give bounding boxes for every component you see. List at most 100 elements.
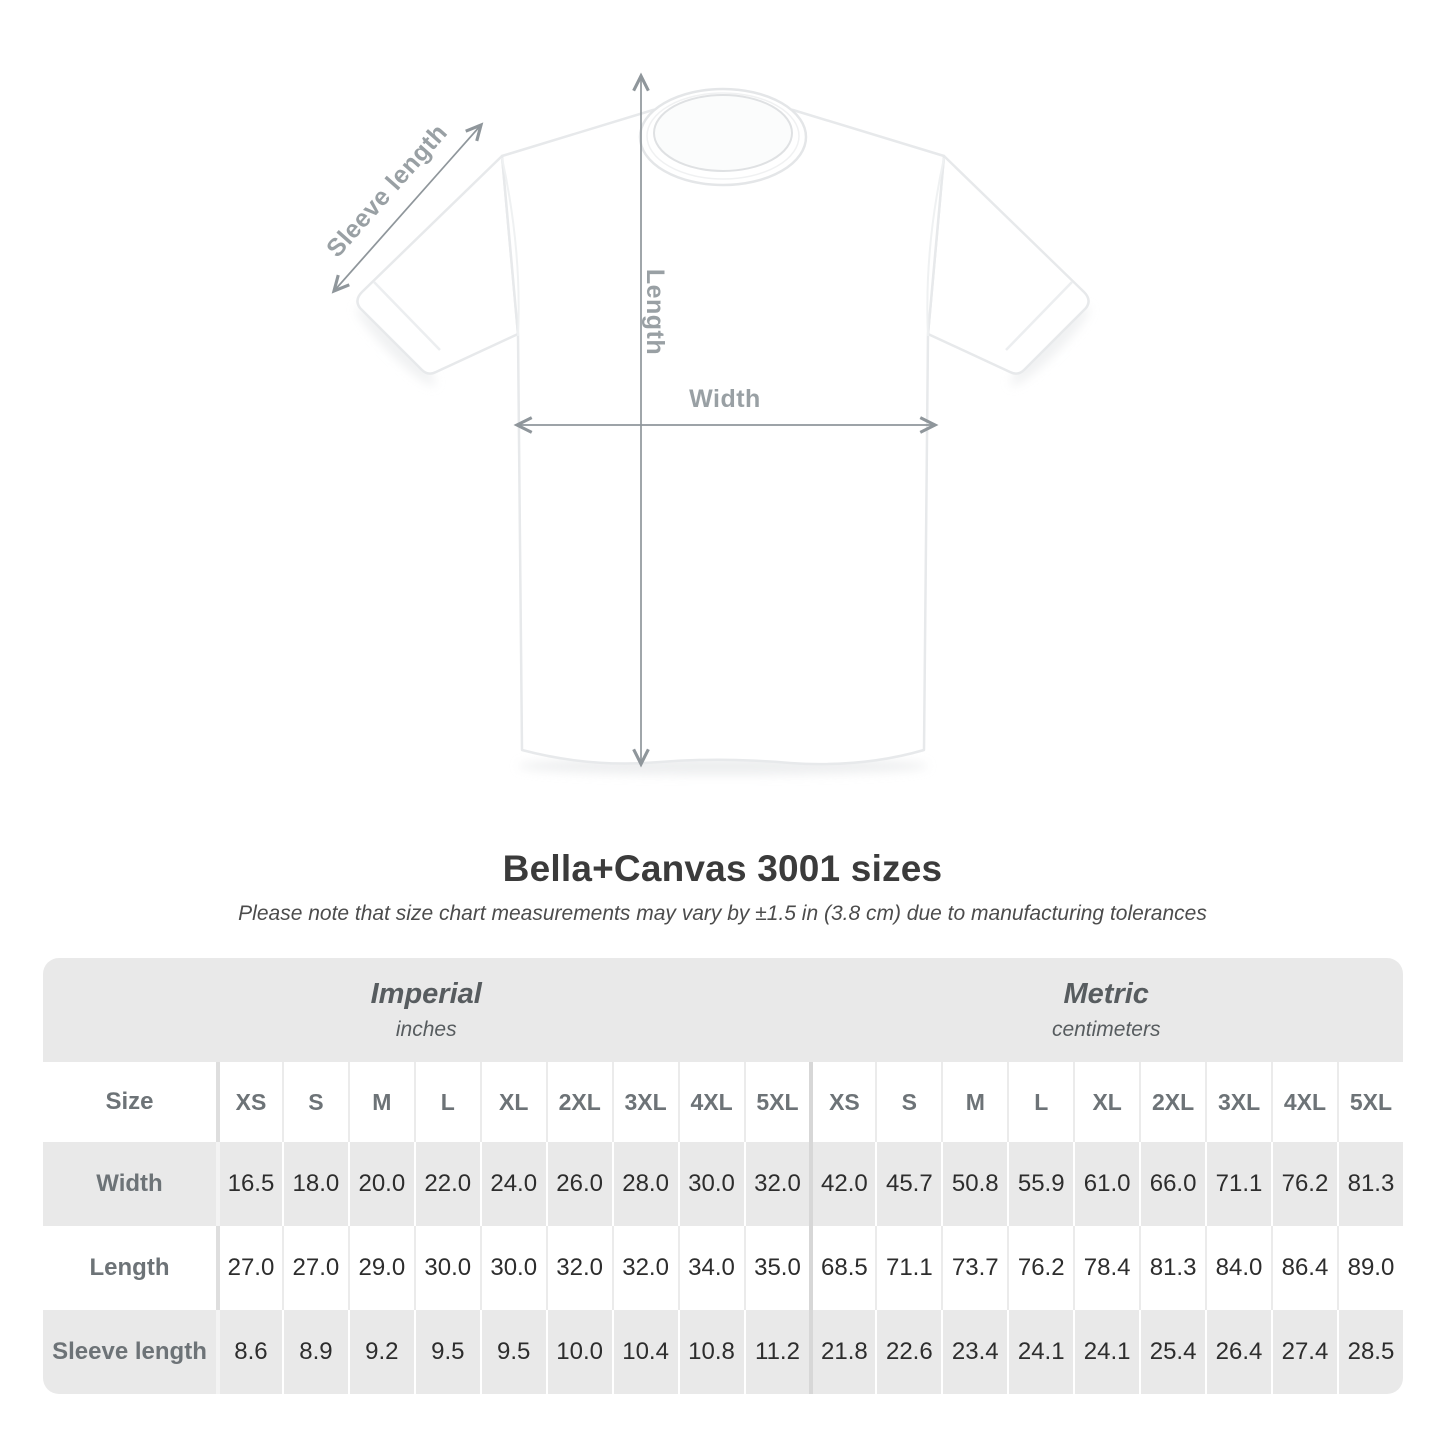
table-cell: 20.0 bbox=[347, 1142, 414, 1226]
table-cell: 68.5 bbox=[809, 1226, 876, 1310]
table-cell: 34.0 bbox=[677, 1226, 744, 1310]
tshirt-left-armhole-seam bbox=[501, 157, 520, 337]
table-cell: 22.6 bbox=[875, 1310, 942, 1394]
table-cell: 32.0 bbox=[611, 1226, 678, 1310]
table-cell: 21.8 bbox=[809, 1310, 876, 1394]
table-cell: 8.6 bbox=[216, 1310, 282, 1394]
size-col-header: 5XL bbox=[743, 1062, 810, 1142]
table-cell: 32.0 bbox=[743, 1142, 810, 1226]
size-col-header: 2XL bbox=[545, 1062, 612, 1142]
table-cell: 26.0 bbox=[545, 1142, 612, 1226]
size-col-header: 2XL bbox=[1139, 1062, 1206, 1142]
table-cell: 71.1 bbox=[875, 1226, 942, 1310]
table-cell: 28.0 bbox=[611, 1142, 678, 1226]
size-col-header: L bbox=[413, 1062, 480, 1142]
metric-group-label: Metric bbox=[1063, 978, 1149, 1010]
table-cell: 89.0 bbox=[1336, 1226, 1403, 1310]
size-col-header: 4XL bbox=[677, 1062, 744, 1142]
size-col-header: 5XL bbox=[1336, 1062, 1403, 1142]
unit-group-row: Imperial inches Metric centimeters bbox=[43, 958, 1403, 1062]
table-cell: 66.0 bbox=[1139, 1142, 1206, 1226]
table-cell: 32.0 bbox=[545, 1226, 612, 1310]
table-cell: 86.4 bbox=[1271, 1226, 1337, 1310]
tolerance-note: Please note that size chart measurements… bbox=[238, 902, 1207, 925]
size-col-header: 3XL bbox=[1205, 1062, 1271, 1142]
imperial-group-header: Imperial inches bbox=[43, 958, 810, 1062]
table-cell: 81.3 bbox=[1139, 1226, 1206, 1310]
metric-group-unit: centimeters bbox=[1051, 1018, 1161, 1041]
table-cell: 73.7 bbox=[941, 1226, 1008, 1310]
table-cell: 24.1 bbox=[1007, 1310, 1074, 1394]
table-cell: 71.1 bbox=[1205, 1142, 1271, 1226]
tshirt-measurement-diagram: Sleeve length Length Width bbox=[321, 72, 1090, 775]
table-cell: 11.2 bbox=[743, 1310, 810, 1394]
imperial-group-unit: inches bbox=[395, 1018, 457, 1041]
table-cell: 24.1 bbox=[1073, 1310, 1140, 1394]
table-cell: 10.8 bbox=[677, 1310, 744, 1394]
table-cell: 42.0 bbox=[809, 1142, 876, 1226]
table-cell: 9.2 bbox=[347, 1310, 414, 1394]
tshirt-torso bbox=[500, 101, 946, 766]
table-cell: 84.0 bbox=[1205, 1226, 1271, 1310]
table-cell: 81.3 bbox=[1336, 1142, 1403, 1226]
tshirt-right-cuff-seam bbox=[1005, 281, 1073, 351]
table-cell: 25.4 bbox=[1139, 1310, 1206, 1394]
table-cell: 50.8 bbox=[941, 1142, 1008, 1226]
table-cell: 35.0 bbox=[743, 1226, 810, 1310]
table-cell: 27.4 bbox=[1271, 1310, 1337, 1394]
metric-group-header: Metric centimeters bbox=[809, 958, 1403, 1062]
table-cell: 8.9 bbox=[281, 1310, 348, 1394]
table-cell: 29.0 bbox=[347, 1226, 414, 1310]
table-cell: 76.2 bbox=[1271, 1142, 1337, 1226]
table-cell: 9.5 bbox=[413, 1310, 480, 1394]
table-cell: 9.5 bbox=[479, 1310, 546, 1394]
size-col-header: XS bbox=[216, 1062, 282, 1142]
table-cell: 16.5 bbox=[216, 1142, 282, 1226]
heading-block: Bella+Canvas 3001 sizes Please note that… bbox=[0, 848, 1445, 926]
table-cell: 76.2 bbox=[1007, 1226, 1074, 1310]
sleeve-length-row: Sleeve length 8.6 8.9 9.2 9.5 9.5 10.0 1… bbox=[43, 1310, 1403, 1394]
table-cell: 78.4 bbox=[1073, 1226, 1140, 1310]
table-cell: 61.0 bbox=[1073, 1142, 1140, 1226]
table-cell: 30.0 bbox=[479, 1226, 546, 1310]
size-header-row: Size XS S M L XL 2XL 3XL 4XL 5XL XS S M … bbox=[43, 1062, 1403, 1142]
size-col-header: 4XL bbox=[1271, 1062, 1337, 1142]
table-cell: 27.0 bbox=[216, 1226, 282, 1310]
tshirt-right-sleeve bbox=[926, 154, 1090, 375]
size-row-header: Size bbox=[43, 1062, 216, 1142]
size-col-header: XL bbox=[479, 1062, 546, 1142]
size-col-header: S bbox=[875, 1062, 942, 1142]
table-cell: 45.7 bbox=[875, 1142, 942, 1226]
size-col-header: L bbox=[1007, 1062, 1074, 1142]
table-cell: 30.0 bbox=[677, 1142, 744, 1226]
tshirt-collar-inner bbox=[653, 94, 793, 172]
size-col-header: M bbox=[941, 1062, 1008, 1142]
length-arrow-label: Length bbox=[641, 269, 669, 355]
width-arrow-label: Width bbox=[689, 385, 761, 413]
size-col-header: 3XL bbox=[611, 1062, 678, 1142]
row-label: Width bbox=[43, 1142, 216, 1226]
size-col-header: M bbox=[347, 1062, 414, 1142]
table-cell: 26.4 bbox=[1205, 1310, 1271, 1394]
tshirt-right-armhole-seam bbox=[926, 157, 945, 337]
size-chart-table: Imperial inches Metric centimeters Size … bbox=[43, 958, 1403, 1394]
table-cell: 30.0 bbox=[413, 1226, 480, 1310]
size-col-header: S bbox=[281, 1062, 348, 1142]
width-row: Width 16.5 18.0 20.0 22.0 24.0 26.0 28.0… bbox=[43, 1142, 1403, 1226]
table-cell: 27.0 bbox=[281, 1226, 348, 1310]
size-col-header: XS bbox=[809, 1062, 876, 1142]
size-col-header: XL bbox=[1073, 1062, 1140, 1142]
table-cell: 10.4 bbox=[611, 1310, 678, 1394]
table-cell: 24.0 bbox=[479, 1142, 546, 1226]
row-label: Length bbox=[43, 1226, 216, 1310]
table-cell: 23.4 bbox=[941, 1310, 1008, 1394]
row-label: Sleeve length bbox=[43, 1310, 216, 1394]
table-cell: 28.5 bbox=[1336, 1310, 1403, 1394]
length-row: Length 27.0 27.0 29.0 30.0 30.0 32.0 32.… bbox=[43, 1226, 1403, 1310]
table-cell: 10.0 bbox=[545, 1310, 612, 1394]
page-title: Bella+Canvas 3001 sizes bbox=[502, 848, 943, 889]
sleeve-length-arrow bbox=[331, 122, 484, 294]
imperial-group-label: Imperial bbox=[370, 978, 482, 1010]
table-cell: 18.0 bbox=[281, 1142, 348, 1226]
